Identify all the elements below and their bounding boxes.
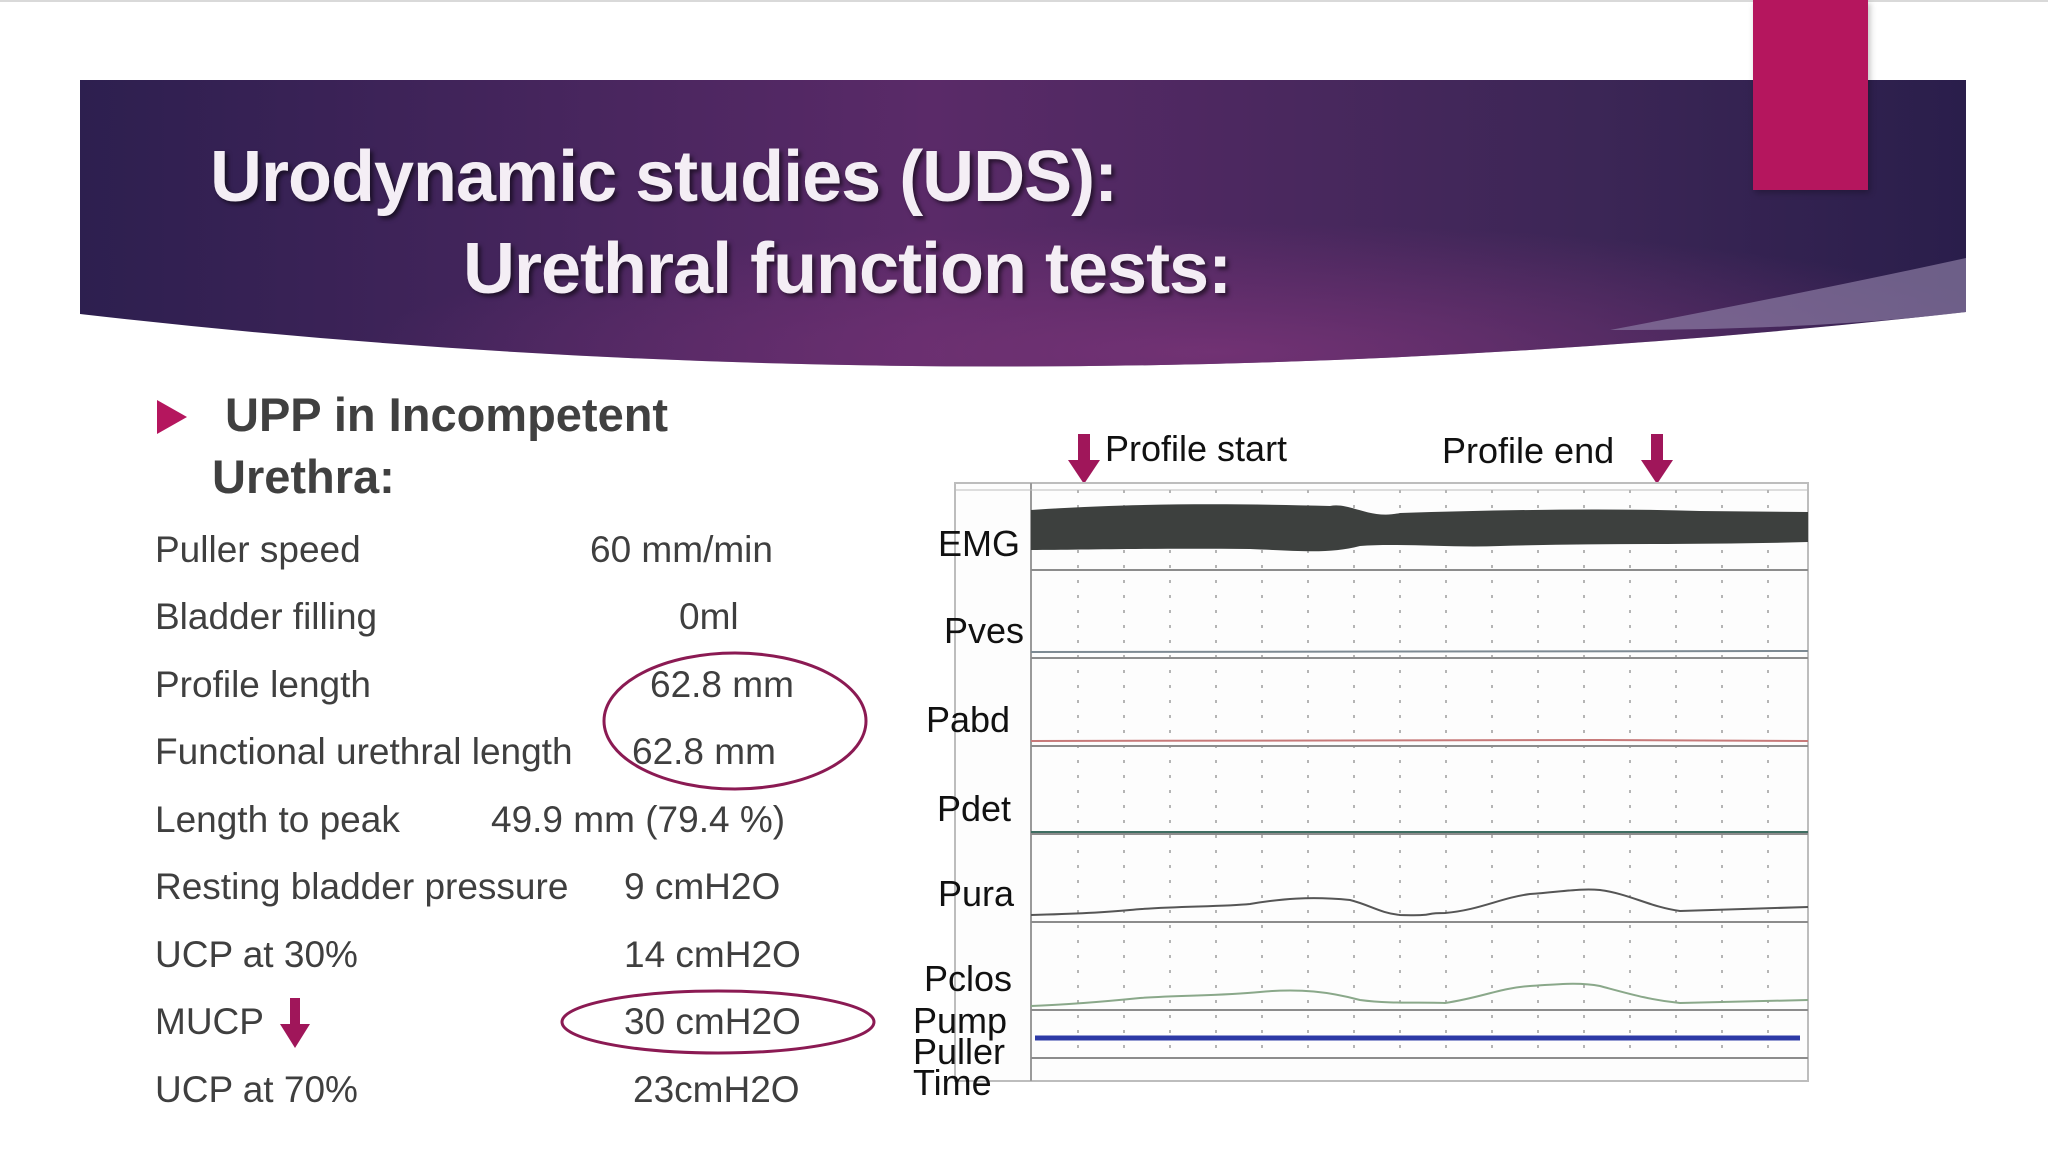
param-label: MUCP — [155, 1001, 264, 1042]
param-value: 62.8 mm — [632, 731, 776, 772]
param-value: 49.9 mm (79.4 %) — [491, 799, 786, 840]
param-label: Length to peak — [155, 799, 400, 840]
param-label: Puller speed — [155, 529, 361, 570]
channel-label: EMG — [938, 523, 1021, 564]
triangle-bullet-icon — [157, 400, 187, 434]
param-value: 0ml — [679, 596, 739, 637]
channel-label: Time — [913, 1062, 992, 1103]
param-label: Resting bladder pressure — [155, 866, 569, 907]
param-label: Functional urethral length — [155, 731, 573, 772]
title-banner — [80, 80, 1966, 367]
param-value: 23cmH2O — [633, 1069, 800, 1110]
pura-trace — [1030, 888, 1809, 917]
param-value: 30 cmH2O — [624, 1001, 801, 1042]
down-arrow-icon — [280, 998, 310, 1048]
highlight-ellipse-mucp — [560, 989, 876, 1055]
param-value: 9 cmH2O — [624, 866, 781, 907]
param-value: 14 cmH2O — [624, 934, 801, 975]
down-arrow-icon — [1068, 434, 1100, 484]
channel-label: Puller — [913, 1031, 1006, 1072]
channel-label: Pclos — [924, 958, 1013, 999]
channel-label: Pdet — [937, 788, 1012, 829]
down-arrow-icon — [1641, 434, 1673, 484]
param-label: UCP at 30% — [155, 934, 358, 975]
channel-label: Pves — [944, 610, 1025, 651]
trace-panel — [954, 482, 1809, 1082]
profile-end-label: Profile end — [1442, 430, 1615, 471]
bullet-heading-line2: Urethra: — [212, 450, 395, 503]
channel-label: Pura — [938, 873, 1015, 914]
param-label: Profile length — [155, 664, 371, 705]
top-border — [0, 0, 2048, 2]
pabd-trace — [1030, 738, 1809, 742]
pclos-trace — [1030, 982, 1809, 1007]
accent-bar — [1753, 0, 1868, 190]
profile-start-label: Profile start — [1105, 428, 1288, 469]
slide-title-line1: Urodynamic studies (UDS): — [210, 137, 1118, 217]
slide-title-line2: Urethral function tests: — [463, 229, 1232, 309]
highlight-ellipse-length — [602, 651, 868, 791]
channel-label: Pabd — [926, 699, 1011, 740]
pves-trace — [1030, 650, 1809, 653]
channel-label: Pump — [913, 1000, 1008, 1041]
param-value: 60 mm/min — [590, 529, 773, 570]
param-label: UCP at 70% — [155, 1069, 358, 1110]
bullet-heading-line1: UPP in Incompetent — [225, 388, 669, 441]
emg-trace — [1031, 504, 1808, 552]
param-value: 62.8 mm — [650, 664, 794, 705]
param-label: Bladder filling — [155, 596, 378, 637]
